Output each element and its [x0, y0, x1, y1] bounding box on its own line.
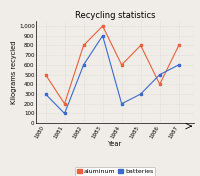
Legend: aluminum, batteries: aluminum, batteries	[75, 167, 155, 176]
X-axis label: Year: Year	[108, 141, 122, 147]
Title: Recycling statistics: Recycling statistics	[75, 11, 155, 20]
Y-axis label: Kilograms recycled: Kilograms recycled	[11, 40, 17, 104]
